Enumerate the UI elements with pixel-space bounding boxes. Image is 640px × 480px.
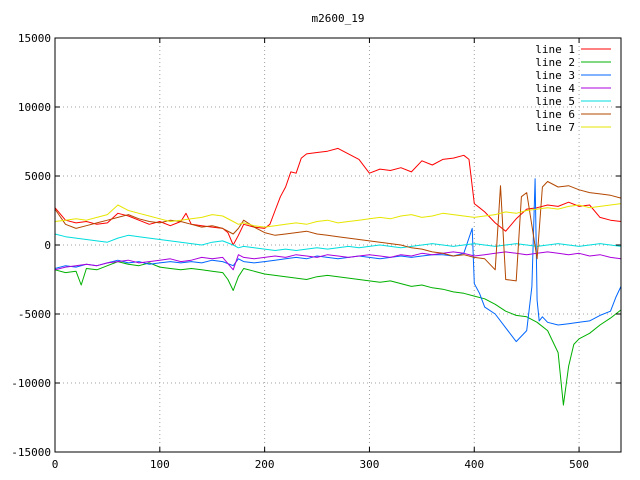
- x-tick-label: 100: [150, 458, 170, 471]
- series-layer: [54, 147, 622, 406]
- x-tick-label: 300: [360, 458, 380, 471]
- legend-label: line 5: [535, 95, 575, 108]
- grid: [55, 38, 621, 452]
- legend-label: line 3: [535, 69, 575, 82]
- legend-label: line 2: [535, 56, 575, 69]
- series-line-3: [54, 178, 622, 343]
- legend-label: line 1: [535, 43, 575, 56]
- series-line-2: [54, 261, 622, 406]
- chart-title: m2600_19: [312, 12, 365, 25]
- axis-ticks: 0 100 200 300 400 500 -15000 -10000 -5000 0 5000 10…: [11, 32, 621, 471]
- x-tick-label: 500: [569, 458, 589, 471]
- y-tick-label: 5000: [25, 170, 52, 183]
- y-tick-label: -10000: [11, 377, 51, 390]
- y-tick-label: -5000: [18, 308, 51, 321]
- legend-label: line 4: [535, 82, 575, 95]
- x-tick-label: 0: [52, 458, 59, 471]
- y-tick-label: 10000: [18, 101, 51, 114]
- y-tick-label: 0: [44, 239, 51, 252]
- x-tick-label: 400: [464, 458, 484, 471]
- series-line-1: [54, 147, 622, 246]
- y-tick-label: 15000: [18, 32, 51, 45]
- legend-label: line 6: [535, 108, 575, 121]
- series-line-6: [54, 181, 622, 282]
- series-line-4: [54, 251, 622, 271]
- legend-label: line 7: [535, 121, 575, 134]
- series-line-7: [54, 203, 622, 228]
- y-tick-label: -15000: [11, 446, 51, 459]
- series-line-5: [54, 233, 622, 251]
- x-tick-label: 200: [255, 458, 275, 471]
